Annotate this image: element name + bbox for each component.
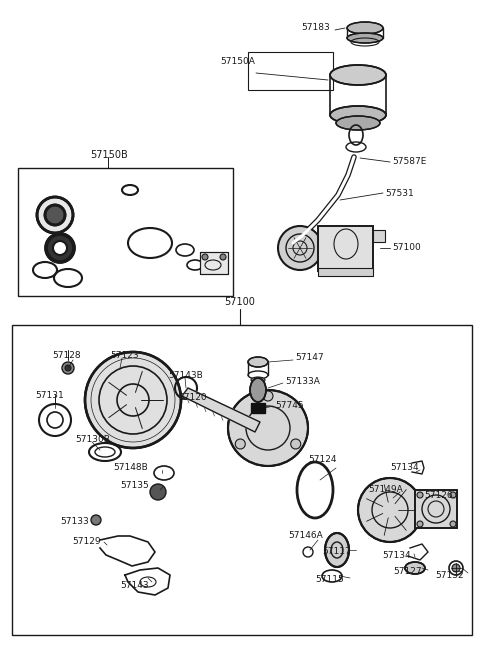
- Text: 57143B: 57143B: [168, 371, 203, 379]
- Bar: [373, 230, 385, 242]
- Circle shape: [62, 362, 74, 374]
- Ellipse shape: [251, 377, 265, 383]
- Text: 57745: 57745: [275, 400, 304, 409]
- Text: 57135: 57135: [120, 481, 149, 489]
- Circle shape: [291, 439, 300, 449]
- Ellipse shape: [325, 533, 349, 567]
- Text: 57150A: 57150A: [220, 58, 255, 67]
- Text: 57134: 57134: [382, 550, 410, 559]
- Ellipse shape: [37, 197, 73, 233]
- Ellipse shape: [250, 378, 266, 402]
- Text: 57133: 57133: [60, 517, 89, 527]
- Circle shape: [417, 492, 423, 498]
- Ellipse shape: [347, 22, 383, 34]
- Circle shape: [452, 564, 460, 572]
- Text: 57150B: 57150B: [90, 150, 128, 160]
- Ellipse shape: [347, 33, 383, 43]
- Text: 57127: 57127: [393, 567, 421, 576]
- Text: 57143: 57143: [120, 580, 149, 590]
- Polygon shape: [251, 403, 265, 413]
- Circle shape: [450, 492, 456, 498]
- Circle shape: [450, 521, 456, 527]
- Text: 57133A: 57133A: [285, 377, 320, 386]
- Text: 57131: 57131: [35, 390, 64, 400]
- Ellipse shape: [405, 562, 425, 574]
- Ellipse shape: [46, 234, 74, 262]
- Text: 57128: 57128: [52, 350, 81, 360]
- Bar: [318, 226, 373, 271]
- Ellipse shape: [336, 116, 380, 130]
- Bar: [200, 252, 228, 274]
- Text: 57147: 57147: [295, 354, 324, 362]
- Ellipse shape: [53, 241, 67, 255]
- Text: 57124: 57124: [308, 455, 336, 464]
- Circle shape: [263, 391, 273, 401]
- Text: 57531: 57531: [385, 189, 414, 198]
- Ellipse shape: [248, 357, 268, 367]
- Polygon shape: [182, 388, 260, 432]
- Circle shape: [235, 439, 245, 449]
- Ellipse shape: [228, 390, 308, 466]
- Text: 57148B: 57148B: [113, 464, 148, 472]
- Text: 57117: 57117: [322, 548, 351, 557]
- Circle shape: [202, 254, 208, 260]
- Ellipse shape: [278, 226, 322, 270]
- Text: 57129: 57129: [72, 538, 101, 546]
- Bar: [12, 325, 472, 635]
- Text: 57183: 57183: [301, 24, 330, 33]
- Bar: [18, 168, 233, 296]
- Circle shape: [220, 254, 226, 260]
- Bar: [318, 226, 373, 271]
- Text: 57134: 57134: [390, 464, 419, 472]
- Ellipse shape: [45, 205, 65, 225]
- Bar: [248, 52, 333, 90]
- Text: 57100: 57100: [225, 297, 255, 307]
- Text: 57126: 57126: [424, 491, 453, 500]
- Circle shape: [150, 484, 166, 500]
- Text: 57120: 57120: [178, 394, 206, 403]
- Bar: [200, 252, 228, 274]
- Ellipse shape: [358, 478, 422, 542]
- Text: 57115: 57115: [315, 576, 344, 584]
- Text: 57130B: 57130B: [75, 436, 110, 445]
- Circle shape: [65, 365, 71, 371]
- Text: 57123: 57123: [110, 350, 139, 360]
- Ellipse shape: [85, 352, 181, 448]
- Circle shape: [417, 521, 423, 527]
- Ellipse shape: [330, 65, 386, 85]
- Text: 57149A: 57149A: [368, 485, 403, 495]
- Text: 57587E: 57587E: [392, 157, 426, 166]
- Bar: [415, 490, 457, 528]
- Bar: [415, 490, 457, 528]
- Text: 57146A: 57146A: [288, 531, 323, 540]
- Bar: [318, 268, 373, 276]
- Ellipse shape: [330, 106, 386, 124]
- Circle shape: [91, 515, 101, 525]
- Text: 57100: 57100: [392, 244, 421, 252]
- Text: 57132: 57132: [435, 571, 464, 580]
